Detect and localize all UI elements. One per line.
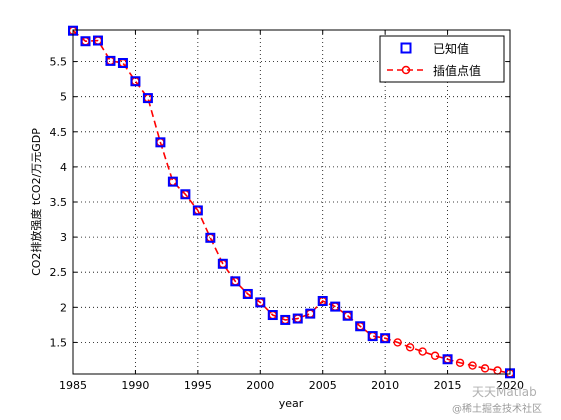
legend-circle-marker <box>401 65 411 75</box>
known-point <box>80 36 91 47</box>
interpolated-point <box>393 338 402 347</box>
known-point <box>217 258 228 269</box>
x-tick-label: 2020 <box>496 379 524 392</box>
ticks: 1985 1990 1995 2000 2005 2010 2015 2020 1.5 2 2.5 3… <box>50 30 524 392</box>
y-tick-label: 2 <box>60 301 67 314</box>
known-point <box>205 232 216 243</box>
known-point <box>180 189 191 200</box>
y-tick-label: 5.5 <box>50 56 68 69</box>
x-tick-label: 1990 <box>121 379 149 392</box>
known-point <box>367 331 378 342</box>
interpolated-point <box>206 233 215 243</box>
x-tick-label: 2010 <box>371 379 399 392</box>
known-point <box>292 313 303 324</box>
known-point <box>105 55 116 66</box>
y-tick-label: 2.5 <box>50 266 68 279</box>
x-tick-label: 2005 <box>309 379 337 392</box>
interpolated-point <box>405 343 415 352</box>
x-axis-label: year <box>279 397 304 410</box>
interpolated-point <box>118 58 128 68</box>
watermark-brand: 天天Matlab <box>472 385 537 399</box>
legend-square-marker <box>400 42 412 54</box>
known-point <box>117 57 128 68</box>
known-point <box>330 301 341 312</box>
known-point <box>305 308 316 319</box>
y-tick-label: 4.5 <box>50 126 68 139</box>
legend: 已知值 插值点值 <box>379 35 505 83</box>
known-point <box>380 333 391 344</box>
y-tick-label: 3.5 <box>50 196 68 209</box>
known-point <box>255 297 266 308</box>
known-point <box>192 205 203 216</box>
legend-entry-known: 已知值 <box>433 41 469 56</box>
known-point <box>317 295 328 306</box>
x-tick-label: 2015 <box>434 379 462 392</box>
known-point <box>280 314 291 325</box>
x-tick-label: 1995 <box>184 379 212 392</box>
known-point <box>267 310 278 321</box>
known-point <box>442 354 453 365</box>
interpolated-point <box>480 364 490 373</box>
y-tick-label: 4 <box>60 161 67 174</box>
known-point <box>355 321 366 332</box>
interpolated-point <box>455 358 465 367</box>
known-point <box>130 76 141 87</box>
y-tick-label: 5 <box>60 91 67 104</box>
legend-entry-interpolated: 插值点值 <box>433 63 481 78</box>
y-axis-label: CO2排放强度 tCO2/万元GDP <box>29 128 43 276</box>
watermark: 天天Matlab @稀土掘金技术社区 <box>452 385 542 415</box>
interpolated-point <box>430 351 440 360</box>
interpolated-point <box>468 361 477 370</box>
known-point <box>342 310 353 321</box>
y-tick-label: 1.5 <box>50 336 68 349</box>
grid-lines <box>73 30 510 374</box>
x-tick-label: 1985 <box>59 379 87 392</box>
y-tick-label: 3 <box>60 231 67 244</box>
known-point <box>142 93 153 104</box>
interpolated-point <box>418 347 427 356</box>
known-point <box>230 276 241 287</box>
known-point <box>155 137 166 148</box>
known-point <box>92 35 103 46</box>
known-point <box>242 288 253 299</box>
interpolated-point <box>306 309 315 318</box>
known-point <box>167 176 178 187</box>
series-layer <box>68 25 515 379</box>
x-tick-label: 2000 <box>246 379 274 392</box>
watermark-source: @稀土掘金技术社区 <box>452 402 542 415</box>
